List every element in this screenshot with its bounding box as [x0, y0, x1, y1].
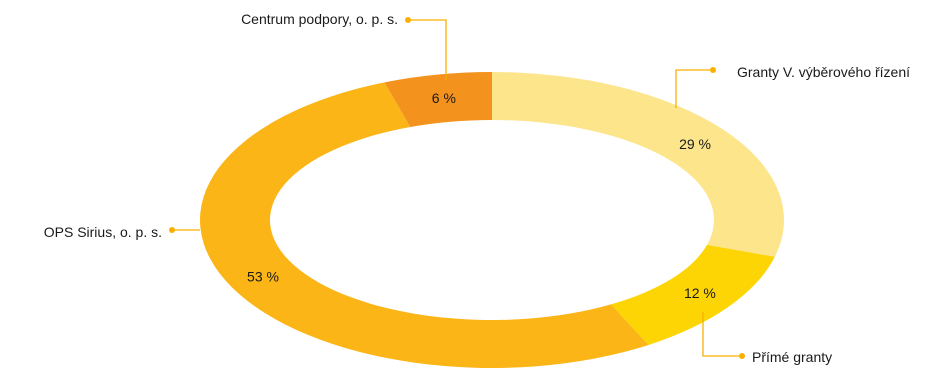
slice-centrum-podpory [384, 72, 492, 128]
slice-label-centrum-podpory: Centrum podpory, o. p. s. [241, 11, 398, 27]
leader-line-prime-granty [702, 312, 742, 357]
donut-slices [200, 72, 785, 368]
slice-label-granty-v: Granty V. výběrového řízení [737, 64, 910, 80]
percent-label-granty-v: 29 % [679, 136, 711, 152]
leader-line-centrum-podpory [408, 19, 447, 80]
leader-dot-granty-v [710, 67, 716, 73]
slice-granty-v [492, 72, 785, 257]
slice-label-prime-granty: Přímé granty [752, 349, 832, 365]
leader-lines [169, 17, 745, 359]
leader-line-granty-v [675, 69, 713, 108]
slice-label-ops-sirius: OPS Sirius, o. p. s. [44, 224, 162, 240]
leader-dot-centrum-podpory [405, 17, 411, 23]
leader-dot-prime-granty [739, 353, 745, 359]
leader-dot-ops-sirius [169, 227, 175, 233]
percent-label-prime-granty: 12 % [684, 285, 716, 301]
slice-prime-granty [610, 244, 775, 345]
slice-ops-sirius [200, 82, 649, 368]
percent-labels: 29 % 12 % 53 % 6 % [247, 90, 716, 301]
percent-label-ops-sirius: 53 % [247, 268, 279, 284]
percent-label-centrum-podpory: 6 % [432, 90, 456, 106]
